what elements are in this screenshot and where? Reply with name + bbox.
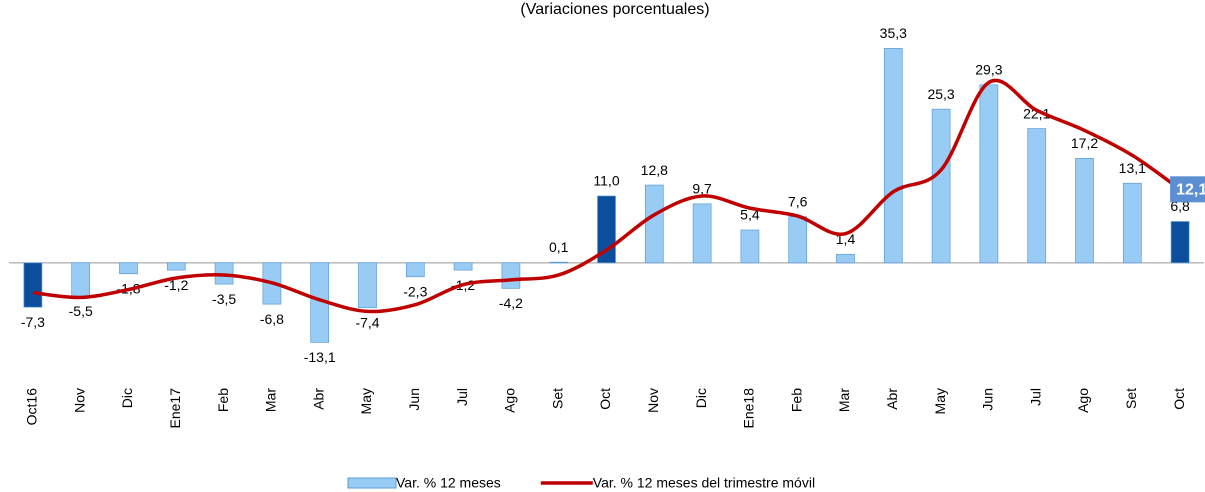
bar xyxy=(836,253,855,264)
legend-swatch xyxy=(347,477,397,489)
bar xyxy=(405,262,425,278)
x-tick-label: Oct xyxy=(1171,388,1187,410)
x-tick-label: Dic xyxy=(119,388,135,408)
x-tick-label: May xyxy=(932,388,948,414)
x-tick-label: May xyxy=(358,388,374,414)
bar xyxy=(788,216,808,264)
chart-subtitle: (Variaciones porcentuales) xyxy=(520,1,709,18)
bar xyxy=(979,84,999,264)
x-tick-label: Ene17 xyxy=(167,388,183,429)
data-label: 0,1 xyxy=(549,239,569,255)
x-tick-label: Oct16 xyxy=(24,388,40,426)
bar xyxy=(740,229,760,264)
x-tick-label: Ago xyxy=(1075,388,1091,413)
x-tick-label: Abr xyxy=(310,388,326,410)
x-tick-label: Jul xyxy=(1027,388,1043,406)
data-label: 25,3 xyxy=(927,86,954,102)
legend-label: Var. % 12 meses xyxy=(396,475,501,491)
bar xyxy=(453,262,473,271)
data-label: 35,3 xyxy=(880,25,907,41)
data-label: 12,1 xyxy=(1176,182,1205,199)
bar xyxy=(931,108,951,264)
bar xyxy=(501,262,521,289)
bar xyxy=(883,48,903,264)
x-tick-label: Set xyxy=(1123,388,1139,409)
data-label: -7,3 xyxy=(21,314,45,330)
data-label: 9,7 xyxy=(692,181,712,197)
data-label: -2,3 xyxy=(403,283,427,299)
x-tick-label: Nov xyxy=(645,388,661,413)
data-label: -5,5 xyxy=(69,303,93,319)
data-label: 12,8 xyxy=(641,162,668,178)
x-tick-label: Set xyxy=(549,388,565,409)
data-label: -3,5 xyxy=(212,291,236,307)
x-tick-label: Jun xyxy=(406,388,422,411)
x-tick-label: Dic xyxy=(693,388,709,408)
x-tick-label: Ene18 xyxy=(741,388,757,429)
x-tick-label: Feb xyxy=(788,388,804,412)
data-label: 17,2 xyxy=(1071,135,1098,151)
bar xyxy=(1122,182,1142,264)
data-label: 13,1 xyxy=(1119,160,1146,176)
data-label: 11,0 xyxy=(593,173,619,189)
x-tick-label: Oct xyxy=(597,388,613,410)
bar xyxy=(1075,157,1094,264)
data-label: -6,8 xyxy=(260,311,284,327)
bar xyxy=(358,262,377,309)
bar xyxy=(644,184,664,264)
bar xyxy=(71,262,91,297)
legend-label: Var. % 12 meses del trimestre móvil xyxy=(593,475,815,491)
bar xyxy=(23,262,43,308)
bar xyxy=(1170,221,1190,264)
x-tick-label: Mar xyxy=(263,388,279,412)
bar xyxy=(692,203,712,264)
x-tick-label: Jul xyxy=(454,388,470,406)
line xyxy=(32,78,1182,314)
x-tick-label: Ago xyxy=(502,388,518,413)
data-label-box xyxy=(1170,176,1205,203)
data-label: -4,2 xyxy=(499,295,523,311)
data-label: -13,1 xyxy=(304,349,336,365)
data-label: 22,1 xyxy=(1023,105,1050,121)
x-tick-label: Feb xyxy=(215,388,231,412)
x-tick-label: Abr xyxy=(884,388,900,410)
bar xyxy=(549,261,569,264)
bar xyxy=(1027,128,1047,264)
x-tick-label: Mar xyxy=(836,388,852,412)
bar xyxy=(166,262,186,271)
data-label: 7,6 xyxy=(788,193,808,209)
bar xyxy=(119,262,138,275)
data-label: 29,3 xyxy=(975,62,1002,78)
x-tick-label: Nov xyxy=(71,388,87,413)
data-label: -7,4 xyxy=(355,314,379,330)
x-tick-label: Jun xyxy=(980,388,996,411)
